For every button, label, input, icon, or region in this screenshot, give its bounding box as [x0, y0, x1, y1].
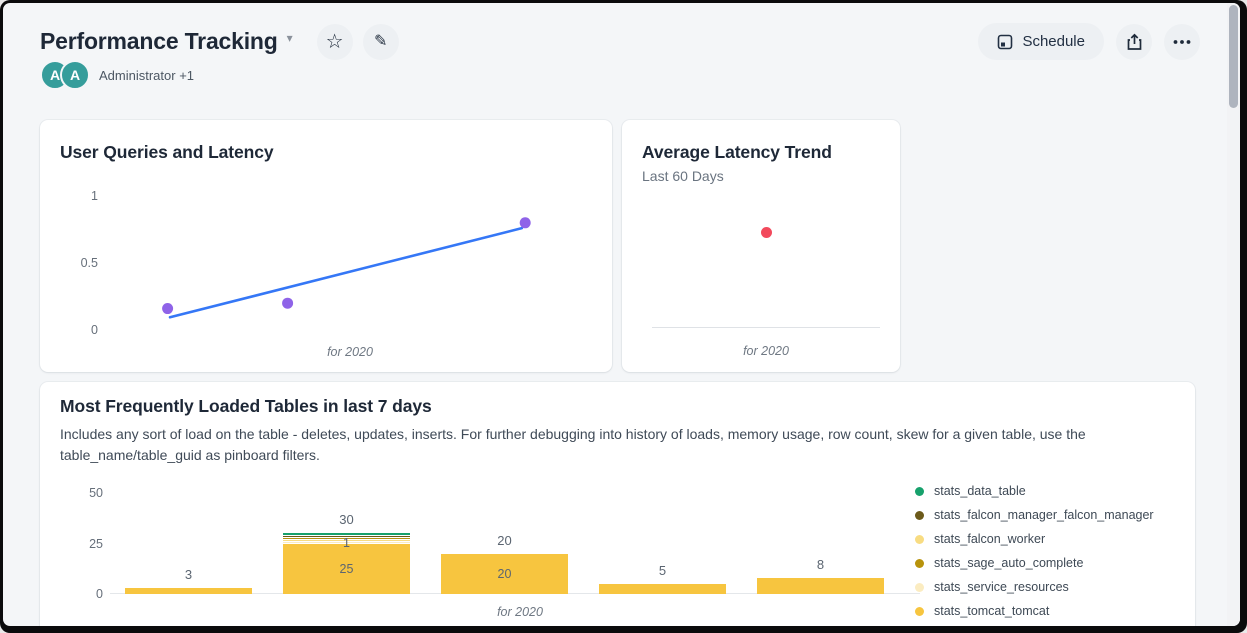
x-axis-label: for 2020	[497, 605, 543, 619]
bar-segment-stats_sage_auto_complete[interactable]	[283, 537, 410, 539]
share-icon	[1127, 33, 1141, 50]
more-options-button[interactable]	[1164, 23, 1200, 60]
legend-item-stats_tomcat_tomcat[interactable]: stats_tomcat_tomcat	[915, 599, 1154, 623]
card-most-frequently-loaded-tables: Most Frequently Loaded Tables in last 7 …	[40, 382, 1195, 626]
data-point[interactable]	[760, 227, 772, 239]
card-user-queries-and-latency: User Queries and Latency 1 0.5 0 for 2020	[40, 120, 612, 372]
bar[interactable]: 20	[441, 554, 568, 594]
segment-value-label: 20	[497, 567, 512, 581]
chevron-down-icon[interactable]: ▾	[286, 30, 293, 45]
card-average-latency-trend: Average Latency Trend Last 60 Days for 2…	[622, 120, 900, 372]
bar[interactable]	[757, 578, 884, 594]
bar-segment-stats_tomcat_tomcat[interactable]: 20	[441, 554, 568, 594]
bar-segment-stats_data_table[interactable]	[283, 533, 410, 535]
bar-total-label: 8	[816, 557, 825, 572]
legend-item-stats_data_table[interactable]: stats_data_table	[915, 479, 1154, 503]
favorite-button[interactable]: ☆	[316, 23, 353, 60]
legend-label: stats_data_table	[934, 484, 1026, 498]
data-point[interactable]	[519, 217, 531, 229]
schedule-label: Schedule	[1022, 33, 1085, 50]
legend-item-stats_service_resources[interactable]: stats_service_resources	[915, 575, 1154, 599]
y-tick-label: 0	[91, 323, 98, 337]
legend-dot-icon	[915, 534, 924, 544]
calendar-icon	[998, 34, 1013, 49]
trend-line[interactable]	[168, 226, 524, 319]
y-tick-label: 0	[96, 587, 103, 601]
pinboard-screen: Performance Tracking ▾ ☆ ✎ Schedule	[3, 3, 1240, 626]
y-tick-label: 25	[89, 536, 103, 551]
bar-total-label: 3	[184, 567, 193, 582]
bar-segment-stats_falcon_manager_falcon_manager[interactable]	[283, 535, 410, 537]
legend-label: stats_falcon_manager_falcon_manager	[934, 508, 1154, 522]
header-actions: Schedule	[978, 23, 1200, 60]
legend-dot-icon	[915, 558, 924, 568]
edit-button[interactable]: ✎	[362, 23, 399, 60]
x-axis	[652, 327, 880, 328]
owners-label: Administrator +1	[99, 67, 195, 83]
data-point[interactable]	[162, 303, 174, 315]
legend-label: stats_sage_auto_complete	[934, 556, 1084, 570]
bar-segment-stats_tomcat_tomcat[interactable]	[757, 578, 884, 594]
bar[interactable]: 1 25	[283, 533, 410, 594]
x-axis-label: for 2020	[327, 345, 373, 359]
bar-segment-stats_falcon_worker[interactable]	[283, 539, 410, 541]
chart-subtitle: Last 60 Days	[642, 168, 724, 184]
stacked-bar-plot: 3 1 25 30 20 20 5 8	[125, 482, 915, 594]
legend-dot-icon	[915, 486, 924, 496]
segment-value-label: 1	[343, 535, 350, 550]
bar-total-label: 20	[497, 533, 512, 548]
scrollbar-thumb[interactable]	[1229, 5, 1238, 108]
share-button[interactable]	[1116, 23, 1152, 60]
legend-label: stats_tomcat_tomcat	[934, 604, 1050, 618]
pencil-icon: ✎	[373, 32, 388, 50]
legend-item-stats_falcon_worker[interactable]: stats_falcon_worker	[915, 527, 1154, 551]
owners-row: A A Administrator +1	[40, 60, 194, 90]
bar-segment-stats_tomcat_tomcat[interactable]	[125, 588, 252, 594]
legend-dot-icon	[915, 510, 924, 520]
y-tick-label: 0.5	[80, 256, 98, 270]
chart-title: Average Latency Trend	[642, 142, 832, 162]
chart-description: Includes any sort of load on the table -…	[60, 426, 1086, 463]
legend: stats_data_table stats_falcon_manager_fal…	[915, 479, 1154, 623]
legend-item-stats_falcon_manager_falcon_manager[interactable]: stats_falcon_manager_falcon_manager	[915, 503, 1154, 527]
chart-title: Most Frequently Loaded Tables in last 7 …	[60, 396, 432, 416]
legend-label: stats_falcon_worker	[934, 532, 1046, 546]
bar-total-label: 5	[658, 563, 667, 578]
bar-segment-stats_service_resources[interactable]: 1	[283, 536, 410, 550]
chart-title: User Queries and Latency	[60, 142, 274, 162]
scatter-line-chart[interactable]	[110, 190, 590, 335]
legend-label: stats_service_resources	[934, 580, 1069, 594]
star-icon: ☆	[325, 30, 344, 53]
bar[interactable]	[125, 588, 252, 594]
scrollbar-track[interactable]	[1227, 3, 1240, 626]
bar-segment-stats_tomcat_tomcat[interactable]	[599, 584, 726, 594]
x-axis-label: for 2020	[743, 344, 789, 358]
header: Performance Tracking ▾ ☆ ✎ Schedule	[40, 23, 1200, 60]
y-tick-label: 1	[91, 189, 98, 203]
segment-value-label: 25	[339, 562, 354, 576]
legend-dot-icon	[915, 582, 924, 592]
bar-segment-stats_tomcat_tomcat[interactable]: 25	[283, 543, 410, 594]
avatar[interactable]: A	[60, 60, 90, 90]
data-point[interactable]	[282, 297, 294, 309]
page-title: Performance Tracking	[40, 28, 278, 54]
legend-item-stats_sage_auto_complete[interactable]: stats_sage_auto_complete	[915, 551, 1154, 575]
schedule-button[interactable]: Schedule	[978, 23, 1104, 60]
bar[interactable]	[599, 584, 726, 594]
bar-total-label: 30	[339, 512, 354, 527]
y-tick-label: 50	[89, 486, 103, 500]
ellipsis-icon	[1173, 39, 1191, 44]
legend-dot-icon	[915, 606, 924, 616]
